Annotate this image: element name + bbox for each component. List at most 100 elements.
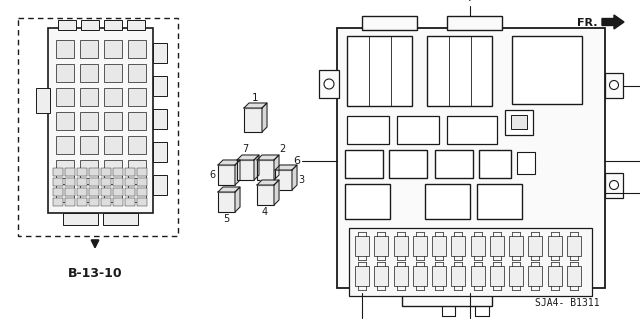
Circle shape (609, 181, 618, 189)
Bar (435, 150, 473, 178)
Bar (470, 236, 484, 256)
Polygon shape (237, 155, 259, 160)
Bar (355, 266, 369, 286)
Bar (374, 266, 388, 286)
Bar (77, 168, 87, 176)
Bar (65, 168, 75, 176)
Bar (362, 16, 417, 30)
Bar (257, 185, 274, 205)
Polygon shape (262, 103, 267, 132)
Polygon shape (274, 180, 279, 205)
Bar (447, 116, 497, 144)
Bar (413, 236, 427, 256)
Bar (65, 178, 75, 186)
Bar (65, 188, 75, 196)
Circle shape (324, 79, 334, 89)
Bar (48, 28, 153, 213)
Bar (394, 236, 408, 256)
Bar (512, 36, 582, 104)
Text: SJA4- B1311: SJA4- B1311 (536, 298, 600, 308)
Bar (113, 198, 123, 206)
Bar (101, 178, 111, 186)
Bar (104, 64, 122, 82)
Bar (56, 112, 74, 130)
Bar (104, 20, 122, 30)
Bar (77, 198, 87, 206)
Polygon shape (218, 160, 240, 165)
Bar (490, 266, 504, 286)
Bar (509, 266, 523, 286)
Text: 3: 3 (298, 175, 304, 185)
Bar (128, 64, 146, 82)
Bar (447, 16, 502, 30)
Bar (128, 136, 146, 154)
Bar (80, 136, 98, 154)
Bar (65, 198, 75, 206)
Bar (153, 76, 167, 96)
Polygon shape (254, 155, 259, 180)
Bar (53, 198, 63, 206)
Bar (53, 168, 63, 176)
Bar (355, 236, 369, 256)
Bar (528, 236, 542, 256)
Text: FR.: FR. (577, 18, 598, 28)
Bar (275, 170, 292, 190)
Bar (125, 198, 135, 206)
Bar (101, 188, 111, 196)
Bar (104, 136, 122, 154)
Text: 2: 2 (279, 144, 285, 154)
Bar (125, 188, 135, 196)
Bar (451, 266, 465, 286)
Polygon shape (218, 187, 240, 192)
Text: 6: 6 (293, 156, 300, 166)
Bar (56, 136, 74, 154)
Bar (218, 165, 235, 185)
Bar (490, 236, 504, 256)
FancyArrow shape (602, 15, 624, 29)
Bar (63, 213, 98, 225)
Bar (128, 184, 146, 202)
Bar (389, 150, 427, 178)
Bar (18, 18, 178, 236)
Bar (397, 116, 439, 144)
Bar (567, 236, 580, 256)
Bar (244, 108, 262, 132)
Bar (517, 152, 535, 174)
Bar (402, 288, 492, 306)
Bar (347, 36, 412, 106)
Bar (56, 64, 74, 82)
Bar (104, 88, 122, 106)
Polygon shape (275, 165, 297, 170)
Bar (56, 88, 74, 106)
Bar (80, 184, 98, 202)
Bar (113, 168, 123, 176)
Bar (528, 266, 542, 286)
Bar (218, 192, 235, 212)
Text: 5: 5 (223, 214, 229, 224)
Bar (432, 266, 446, 286)
Bar (58, 20, 76, 30)
Bar (104, 160, 122, 178)
Bar (319, 70, 339, 98)
Bar (470, 266, 484, 286)
Text: 7: 7 (242, 144, 248, 154)
Bar (345, 150, 383, 178)
Bar (89, 198, 99, 206)
Polygon shape (274, 155, 279, 180)
Polygon shape (257, 180, 279, 185)
Bar (479, 150, 511, 178)
Bar (153, 43, 167, 63)
Bar (53, 178, 63, 186)
Bar (101, 198, 111, 206)
Bar (511, 115, 527, 129)
Bar (394, 266, 408, 286)
Bar (104, 184, 122, 202)
Bar (127, 20, 145, 30)
Bar (237, 160, 254, 180)
Bar (89, 178, 99, 186)
Bar (345, 184, 390, 219)
Bar (56, 184, 74, 202)
Bar (125, 178, 135, 186)
Bar (104, 112, 122, 130)
Bar (605, 73, 623, 98)
